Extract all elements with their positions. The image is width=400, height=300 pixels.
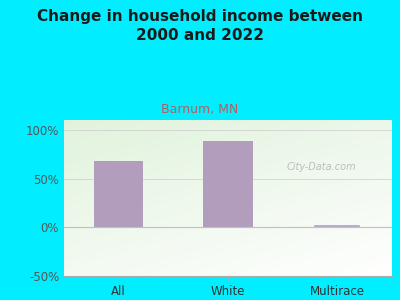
Text: Barnum, MN: Barnum, MN: [161, 103, 239, 116]
Bar: [203, 141, 253, 227]
Text: Change in household income between
2000 and 2022: Change in household income between 2000 …: [37, 9, 363, 43]
Bar: [94, 161, 143, 227]
Text: City-Data.com: City-Data.com: [287, 162, 357, 172]
